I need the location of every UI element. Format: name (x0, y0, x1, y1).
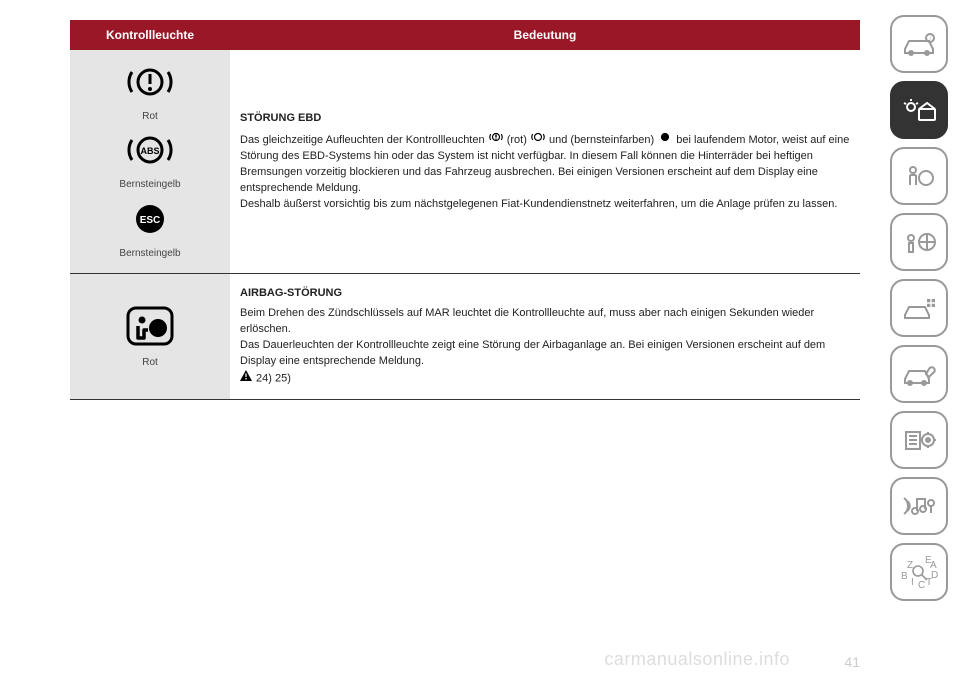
warning-table: Kontrollleuchte Bedeutung (70, 20, 860, 400)
sidebar-item-emergency[interactable] (890, 279, 948, 337)
sidebar-item-index[interactable]: Z B I C T D A E (890, 543, 948, 601)
sidebar-item-vehicle-info[interactable]: i (890, 15, 948, 73)
sidebar-item-multimedia[interactable] (890, 477, 948, 535)
meaning-body: Beim Drehen des Zündschlüssels auf MAR l… (240, 306, 850, 338)
airbag-warning-icon (124, 304, 176, 354)
icon-label: Bernsteingelb (119, 178, 180, 193)
svg-text:B: B (901, 571, 908, 582)
table-row: Rot ABS (70, 50, 860, 274)
content-area: Kontrollleuchte Bedeutung (0, 0, 880, 678)
icon-label: Rot (142, 110, 158, 125)
sidebar-item-maintenance[interactable] (890, 345, 948, 403)
esc-warning-icon: ESC (126, 199, 174, 245)
meaning-body: Das Dauerleuchten der Kontrollleuchte ze… (240, 338, 850, 370)
svg-text:D: D (931, 570, 938, 581)
meaning-body: Deshalb äußerst vorsichtig bis zum nächs… (240, 197, 850, 213)
sidebar-item-technical-data[interactable] (890, 411, 948, 469)
meaning-cell-airbag: AIRBAG-STÖRUNG Beim Drehen des Zündschlü… (230, 274, 860, 400)
table-row: Rot AIRBAG-STÖRUNG Beim Drehen des Zünds… (70, 274, 860, 400)
icon-label: Rot (142, 356, 158, 371)
brake-warning-icon (126, 62, 174, 108)
svg-text:ABS: ABS (140, 146, 159, 156)
esc-warning-icon (658, 131, 672, 149)
svg-text:I: I (911, 577, 914, 588)
watermark: carmanualsonline.info (604, 649, 790, 670)
svg-text:C: C (918, 580, 925, 589)
meaning-title: AIRBAG-STÖRUNG (240, 286, 850, 302)
sidebar: i (880, 0, 960, 678)
meaning-body: Das gleichzeitige Aufleuchten der Kontro… (240, 131, 850, 197)
icon-cell-airbag: Rot (70, 274, 230, 400)
abs-warning-icon (531, 131, 545, 149)
warning-triangle-icon (240, 370, 252, 387)
sidebar-item-warning-lights[interactable] (890, 81, 948, 139)
meaning-ref: 24) 25) (240, 370, 850, 387)
abs-warning-icon: ABS (126, 130, 174, 176)
svg-text:Z: Z (907, 560, 913, 571)
page-number: 41 (844, 654, 860, 670)
table-header-left: Kontrollleuchte (70, 20, 230, 50)
meaning-title: STÖRUNG EBD (240, 111, 850, 127)
sidebar-item-safety[interactable] (890, 147, 948, 205)
icon-cell-ebd: Rot ABS (70, 50, 230, 274)
sidebar-item-starting-driving[interactable] (890, 213, 948, 271)
brake-warning-icon (489, 131, 503, 149)
table-header-right: Bedeutung (230, 20, 860, 50)
svg-text:E: E (925, 555, 932, 566)
svg-text:ESC: ESC (140, 215, 161, 226)
icon-label: Bernsteingelb (119, 247, 180, 262)
meaning-cell-ebd: STÖRUNG EBD Das gleichzeitige Aufleuchte… (230, 50, 860, 274)
